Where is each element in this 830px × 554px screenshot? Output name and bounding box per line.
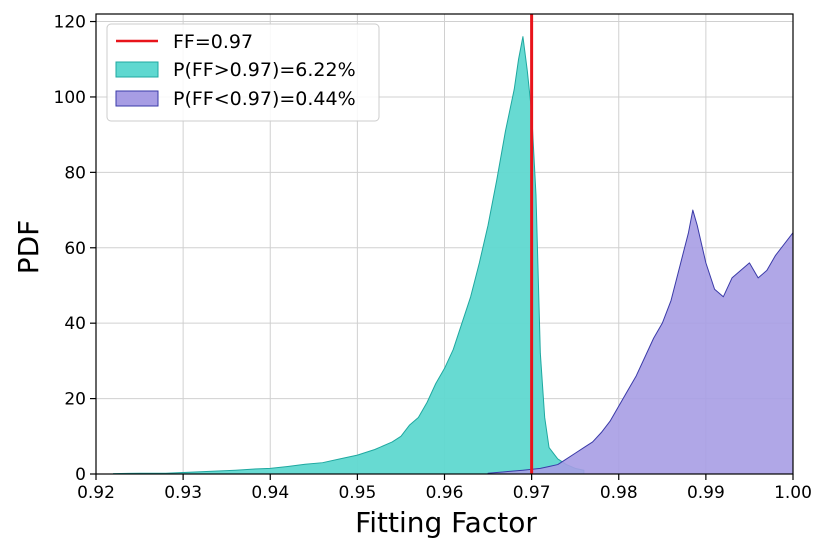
- y-axis-label: PDF: [12, 220, 45, 275]
- y-tick-label: 0: [75, 465, 86, 485]
- legend: FF=0.97 P(FF>0.97)=6.22% P(FF<0.97)=0.44…: [106, 23, 380, 122]
- x-tick-label: 0.93: [164, 483, 202, 503]
- x-tick-label: 0.99: [687, 483, 725, 503]
- x-tick-label: 0.95: [338, 483, 376, 503]
- y-tick-label: 40: [64, 314, 86, 334]
- y-tick-label: 60: [64, 239, 86, 259]
- x-tick-label: 0.94: [251, 483, 289, 503]
- x-tick-label: 0.92: [77, 483, 115, 503]
- histogram-series-1: [112, 36, 585, 475]
- y-tick-label: 80: [64, 163, 86, 183]
- y-tick-label: 100: [54, 88, 86, 108]
- y-tick-label: 20: [64, 390, 86, 410]
- legend-entry-below: P(FF<0.97)=0.44%: [173, 88, 356, 110]
- x-tick-label: 1.00: [774, 483, 812, 503]
- legend-swatch-above: [115, 61, 159, 78]
- x-tick-label: 0.97: [513, 483, 551, 503]
- y-tick-label: 120: [54, 13, 86, 33]
- axis-ticks: 0.92 0.93 0.94 0.95 0.96 0.97 0.98 0.99 1.00 0 20 4…: [54, 13, 812, 503]
- legend-swatch-below: [115, 90, 159, 107]
- x-tick-label: 0.98: [600, 483, 638, 503]
- x-axis-label: Fitting Factor: [355, 506, 537, 539]
- histogram-series-2: [487, 209, 794, 475]
- series-layer: [112, 36, 794, 475]
- legend-box: [106, 23, 380, 122]
- x-tick-label: 0.96: [426, 483, 464, 503]
- legend-entry-above: P(FF>0.97)=6.22%: [173, 59, 356, 81]
- legend-entry-threshold: FF=0.97: [173, 31, 253, 53]
